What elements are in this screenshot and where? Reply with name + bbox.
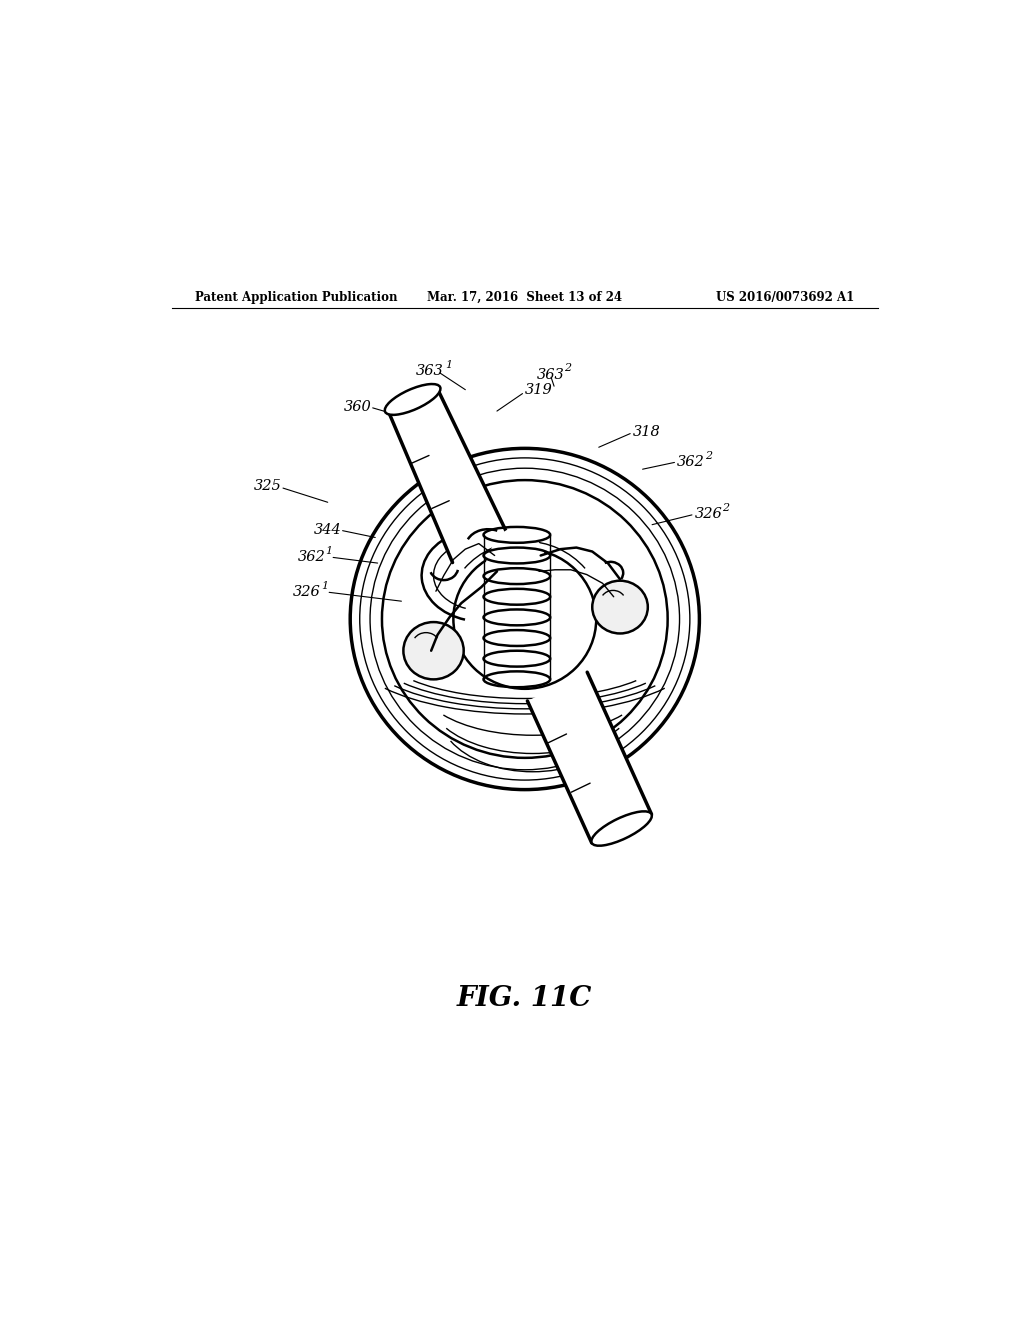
Text: 325: 325: [253, 479, 282, 492]
Text: Patent Application Publication: Patent Application Publication: [196, 292, 398, 304]
Text: 362: 362: [298, 550, 326, 564]
Ellipse shape: [479, 527, 554, 688]
Text: 319: 319: [524, 383, 553, 397]
Text: 2: 2: [722, 503, 729, 513]
Text: 2: 2: [564, 363, 571, 374]
Polygon shape: [527, 672, 651, 843]
Text: 360: 360: [344, 400, 372, 414]
Ellipse shape: [454, 549, 596, 689]
Text: 1: 1: [321, 581, 328, 590]
Text: US 2016/0073692 A1: US 2016/0073692 A1: [716, 292, 854, 304]
Text: 1: 1: [326, 545, 333, 556]
Text: 1: 1: [445, 360, 453, 370]
Ellipse shape: [592, 581, 648, 634]
Text: 326: 326: [293, 585, 321, 599]
Text: 2: 2: [705, 450, 712, 461]
Text: Mar. 17, 2016  Sheet 13 of 24: Mar. 17, 2016 Sheet 13 of 24: [427, 292, 623, 304]
Text: FIG. 11C: FIG. 11C: [457, 985, 593, 1012]
Ellipse shape: [385, 384, 440, 414]
Text: 344: 344: [313, 523, 341, 537]
Polygon shape: [388, 388, 509, 562]
Text: 318: 318: [633, 425, 660, 438]
Ellipse shape: [403, 622, 464, 680]
Text: 363: 363: [416, 364, 443, 379]
Text: 326: 326: [694, 507, 722, 521]
Text: 363: 363: [537, 367, 564, 381]
Text: 362: 362: [677, 455, 705, 469]
Ellipse shape: [350, 449, 699, 789]
Ellipse shape: [592, 812, 652, 846]
